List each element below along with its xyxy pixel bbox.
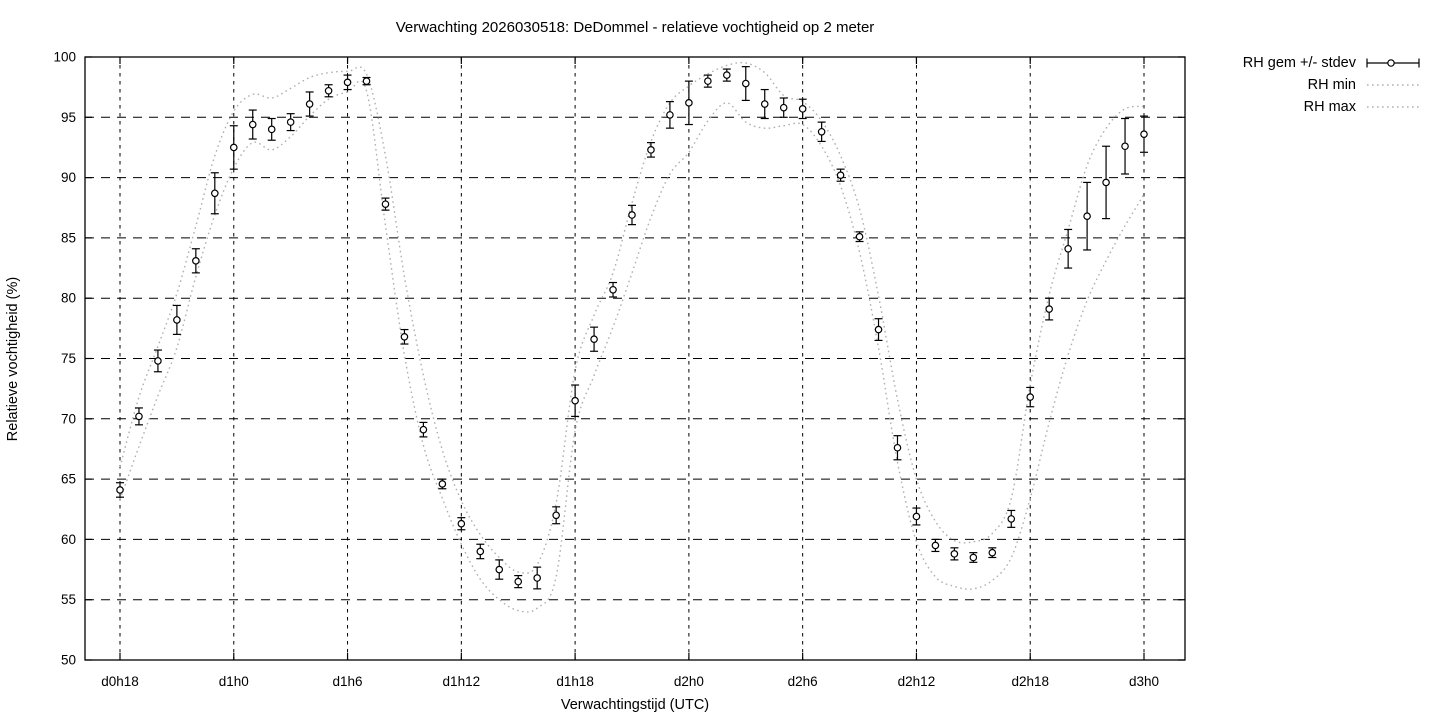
data-point: [419, 425, 428, 434]
data-point: [211, 189, 219, 198]
data-point: [779, 103, 788, 112]
errorbar-key-icon: [1366, 58, 1420, 67]
data-point: [817, 127, 826, 136]
chart-title: Verwachting 2026030518: DeDommel - relat…: [395, 19, 875, 36]
data-point: [116, 486, 124, 494]
dotted-line-min-icon: [1367, 83, 1419, 86]
dotted-line-max-icon: [1367, 105, 1419, 108]
data-point: [1007, 515, 1016, 523]
data-point: [173, 316, 181, 324]
y-tick-label: 55: [61, 592, 76, 607]
data-point: [647, 146, 655, 154]
x-tick-label: d1h12: [443, 674, 481, 689]
y-tick-label: 90: [61, 170, 76, 185]
data-point: [495, 565, 504, 574]
legend-label-rh-gem: RH gem +/- stdev: [1242, 54, 1356, 71]
data-point: [229, 143, 238, 152]
data-point: [533, 574, 541, 582]
data-point: [1102, 178, 1110, 187]
data-point: [1045, 305, 1053, 313]
legend-label-rh-min: RH min: [1307, 76, 1356, 93]
data-point: [893, 443, 902, 452]
rh-min-curve: [119, 80, 1145, 613]
data-point: [590, 335, 598, 344]
y-tick-label: 60: [61, 532, 76, 547]
x-tick-label: d2h0: [674, 674, 704, 689]
data-point: [552, 511, 560, 520]
x-tick-label: d2h18: [1011, 674, 1049, 689]
data-point: [685, 99, 693, 107]
data-point: [836, 171, 845, 179]
y-tick-label: 80: [61, 291, 76, 306]
data-point: [192, 257, 200, 265]
x-tick-label: d0h18: [101, 674, 139, 689]
x-tick-label: d1h0: [219, 674, 249, 689]
data-point: [1121, 142, 1129, 151]
data-point: [741, 79, 750, 88]
y-tick-label: 70: [61, 411, 76, 426]
data-point: [305, 100, 314, 108]
data-point: [286, 118, 295, 126]
data-point: [988, 548, 997, 557]
x-tick-label: d2h6: [788, 674, 818, 689]
data-point: [723, 71, 731, 79]
data-point: [324, 86, 333, 95]
data-point: [760, 100, 769, 108]
data-point: [950, 550, 959, 558]
legend-entry-rh-min: RH min: [1243, 76, 1422, 93]
y-tick-label: 50: [61, 653, 76, 668]
data-point: [969, 553, 978, 562]
data-point: [704, 77, 712, 85]
data-point: [457, 519, 466, 528]
legend-entry-rh-max: RH max: [1243, 98, 1422, 115]
y-tick-label: 65: [61, 472, 76, 487]
data-point: [438, 480, 447, 488]
y-tick-label: 85: [61, 230, 76, 245]
data-point: [381, 200, 390, 208]
data-point: [1026, 393, 1035, 401]
data-point: [874, 325, 883, 334]
data-point: [628, 211, 636, 219]
data-point: [855, 232, 864, 241]
data-point: [571, 396, 579, 405]
data-point: [1064, 244, 1072, 253]
data-point: [798, 105, 807, 113]
y-tick-label: 100: [53, 50, 76, 65]
data-point: [267, 125, 276, 134]
legend-entry-rh-gem: RH gem +/- stdev: [1243, 54, 1422, 71]
data-point: [248, 120, 257, 129]
data-point: [609, 285, 617, 294]
y-tick-label: 75: [61, 351, 76, 366]
data-point: [476, 547, 485, 556]
data-point: [362, 77, 371, 85]
data-point: [514, 577, 523, 586]
data-point: [666, 111, 674, 119]
y-tick-label: 95: [61, 110, 76, 125]
legend-label-rh-max: RH max: [1303, 98, 1356, 115]
data-point: [1083, 212, 1091, 220]
data-point: [931, 541, 940, 550]
data-point: [343, 78, 352, 87]
x-tick-label: d1h18: [556, 674, 594, 689]
x-tick-label: d1h6: [333, 674, 363, 689]
data-point: [912, 512, 921, 521]
x-tick-label: d3h0: [1129, 674, 1159, 689]
data-point: [135, 412, 143, 421]
x-tick-label: d2h12: [898, 674, 936, 689]
rh-max-curve: [119, 61, 1145, 574]
legend: RH gem +/- stdev RH min RH max: [1243, 54, 1422, 115]
data-point: [400, 332, 409, 341]
data-point: [154, 357, 162, 365]
data-point: [1140, 130, 1148, 138]
x-axis-label: Verwachtingstijd (UTC): [560, 697, 710, 713]
